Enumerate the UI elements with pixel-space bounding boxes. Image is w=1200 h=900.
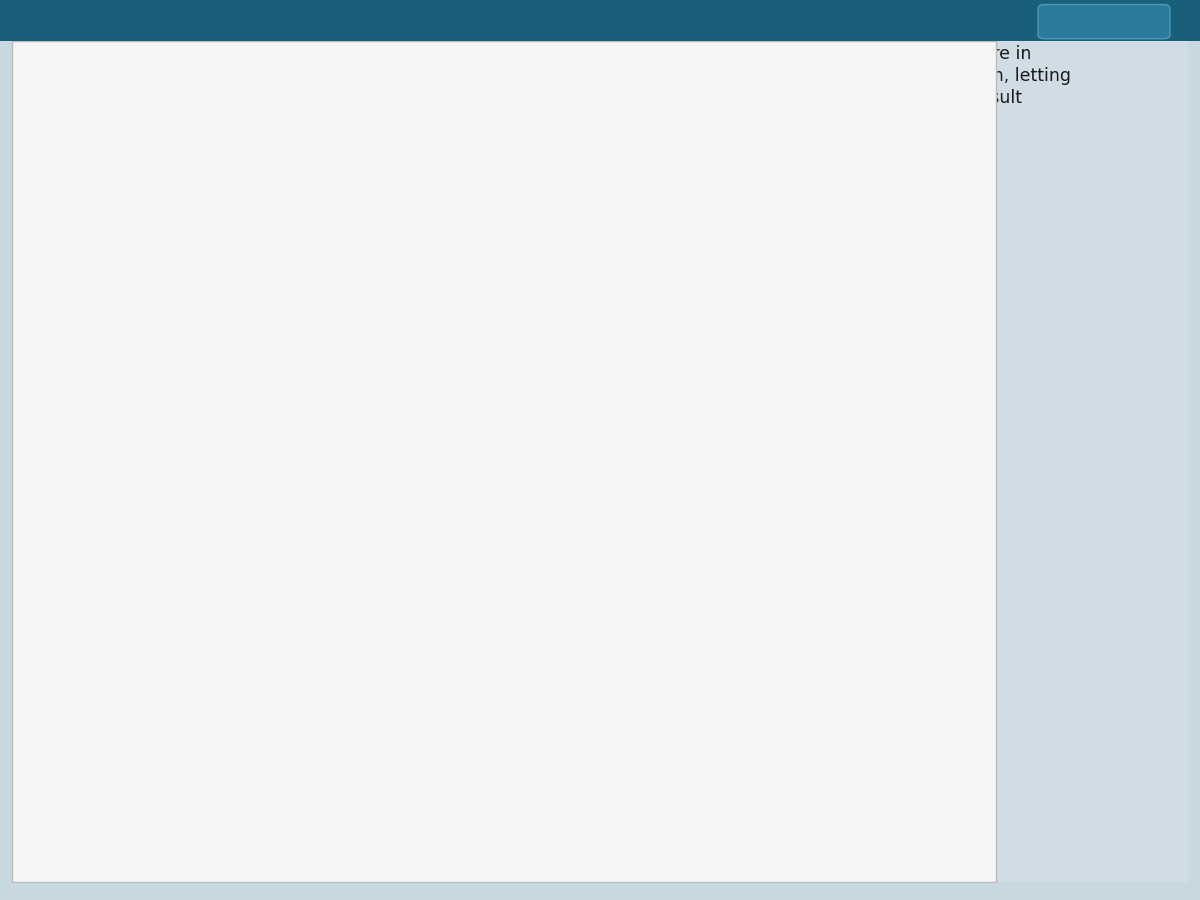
Text: x.: x. (349, 360, 371, 378)
Text: 1.80: 1.80 (588, 148, 626, 166)
Text: 8.00: 8.00 (666, 186, 704, 204)
Text: 11.00: 11.00 (432, 186, 481, 204)
Text: A.: A. (48, 556, 68, 574)
Text: 16.30: 16.30 (588, 224, 637, 242)
Text: .: . (478, 432, 490, 450)
Text: 31.00: 31.00 (198, 186, 247, 204)
Text: The result does not make sense given the context of the data.: The result does not make sense given the… (72, 700, 617, 718)
FancyBboxPatch shape (565, 295, 616, 323)
Text: 12.30: 12.30 (510, 224, 559, 242)
Text: 31.75: 31.75 (198, 224, 247, 242)
Text: time be the predictor (x) variable. Find the best predicted tip for a ride that : time be the predictor (x) variable. Find… (22, 89, 1022, 107)
Text: The regression equation is ŷ =: The regression equation is ŷ = (22, 360, 295, 378)
Text: (Round the y-intercept to two decimal places as needed. Round the slope to four : (Round the y-intercept to two decimal pl… (22, 384, 973, 402)
Text: |: | (494, 150, 499, 164)
Text: 1.64: 1.64 (445, 431, 484, 449)
Text: The best predicted value is exactly the same as the actual tip of $4.70.: The best predicted value is exactly the … (72, 652, 695, 670)
Text: Fare: Fare (24, 224, 67, 242)
Text: The best predicted value is close to the actual tip of $4.70.: The best predicted value is close to the… (72, 556, 588, 574)
Text: Distance: Distance (24, 148, 109, 166)
Text: 9.80: 9.80 (432, 224, 470, 242)
Text: Use the time/tip data from the table below, which includes data from New York Ci: Use the time/tip data from the table bel… (22, 45, 1031, 63)
Text: 0.00: 0.00 (276, 262, 314, 280)
Text: B.: B. (48, 604, 67, 622)
Text: 36.80: 36.80 (120, 224, 169, 242)
Text: 1.50: 1.50 (588, 262, 626, 280)
Text: 2.46: 2.46 (510, 262, 548, 280)
Text: 7.80: 7.80 (666, 224, 704, 242)
Text: 12.71: 12.71 (120, 148, 169, 166)
Text: Time: Time (24, 186, 72, 204)
Text: 1.65: 1.65 (432, 148, 470, 166)
Text: The best predicted value is very different from the actual tip of $4.70.: The best predicted value is very differe… (72, 604, 684, 622)
FancyBboxPatch shape (236, 343, 270, 363)
FancyBboxPatch shape (442, 415, 475, 435)
Text: +: + (274, 360, 299, 378)
Text: 1.40: 1.40 (510, 148, 548, 166)
Text: 8.51: 8.51 (198, 148, 236, 166)
Text: The best predicted tip for a ride that takes 30 minutes is $: The best predicted tip for a ride that t… (22, 432, 539, 450)
Text: (Round to the nearest cent as needed.): (Round to the nearest cent as needed.) (22, 458, 365, 476)
Text: 4.80: 4.80 (276, 224, 314, 242)
Text: 18.00: 18.00 (510, 186, 559, 204)
Text: 1.96: 1.96 (432, 262, 470, 280)
Text: 2.98: 2.98 (198, 262, 236, 280)
Text: C.: C. (48, 652, 67, 670)
Text: 2.34: 2.34 (666, 262, 704, 280)
Text: 6.00: 6.00 (354, 186, 392, 204)
Text: compare to the actual tip amount of $4.70?: compare to the actual tip amount of $4.7… (22, 111, 402, 129)
Text: miles, the times are in minutes, the fares are in dollars, and the tips are in d: miles, the times are in minutes, the far… (22, 67, 1072, 85)
Text: 25.00: 25.00 (588, 186, 637, 204)
Text: 1.33: 1.33 (240, 359, 278, 377)
Text: 6.30: 6.30 (354, 224, 392, 242)
Text: 2.00: 2.00 (276, 186, 314, 204)
Text: D.: D. (48, 700, 68, 718)
Text: 27.00: 27.00 (120, 186, 169, 204)
FancyBboxPatch shape (292, 342, 347, 364)
Text: 1.89: 1.89 (354, 262, 392, 280)
Text: Tip: Tip (24, 262, 54, 280)
Text: 1.02: 1.02 (666, 148, 704, 166)
Text: How does the result compare to the actual tip amount of $4.70?: How does the result compare to the actua… (22, 504, 583, 522)
Text: 0.68: 0.68 (354, 148, 392, 166)
Text: 0.00: 0.00 (120, 262, 158, 280)
Text: ···: ··· (582, 300, 598, 318)
Text: 0.0192: 0.0192 (296, 359, 356, 377)
Text: 0.49: 0.49 (276, 148, 314, 166)
